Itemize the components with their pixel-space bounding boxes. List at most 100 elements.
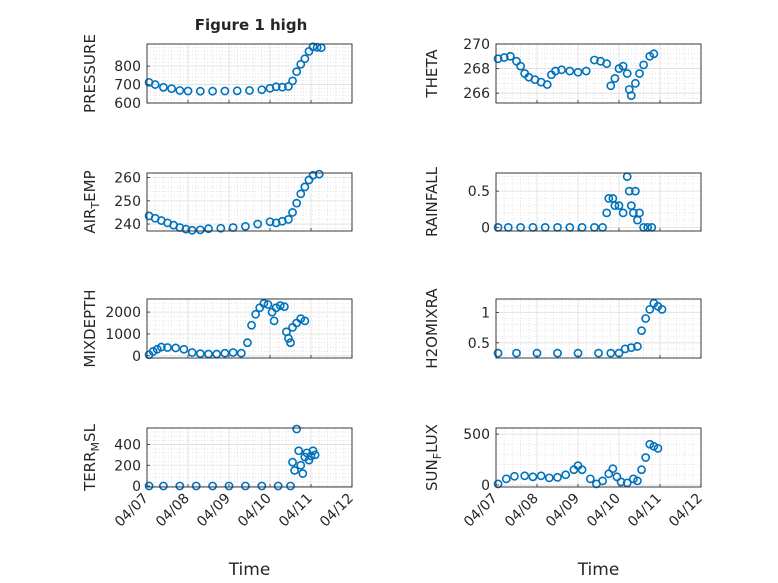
subplot-5: 0 1000 2000 MIXDEPTH <box>81 289 353 368</box>
data-point <box>624 186 634 196</box>
data-point <box>265 217 275 227</box>
data-point <box>304 455 314 465</box>
data-point <box>542 80 552 89</box>
y-tick-label: 500 <box>463 427 490 443</box>
panel-7-series <box>144 424 320 491</box>
data-point <box>657 304 667 314</box>
panel-2-series <box>493 49 659 101</box>
y-tick-label: 270 <box>463 37 490 53</box>
data-point <box>292 198 302 208</box>
data-point <box>581 66 591 76</box>
data-point <box>618 61 628 71</box>
data-point <box>156 342 166 352</box>
data-point <box>150 80 160 89</box>
data-point <box>505 51 515 61</box>
data-point <box>298 469 308 478</box>
panel-4-ylabel: RAINFALL <box>423 166 441 237</box>
panel-3-background <box>147 173 352 231</box>
data-point <box>604 193 614 203</box>
subplot-3: 240 250 260 AIRTEMP <box>81 169 353 235</box>
figure-title: Figure 1 high <box>195 16 308 34</box>
data-point <box>608 464 618 474</box>
data-point <box>314 169 324 179</box>
data-point <box>251 309 261 319</box>
data-point <box>245 86 254 95</box>
data-point <box>551 66 560 76</box>
data-point <box>181 224 191 234</box>
subplot-8: 0 500 SUNFLUX 04/07 04/08 04/09 04/10 04/11 04/1… <box>423 424 706 580</box>
data-point <box>628 208 638 218</box>
data-point <box>284 82 293 91</box>
data-point <box>653 443 663 453</box>
data-point <box>175 86 185 95</box>
panel-4-axes-box <box>495 172 702 232</box>
data-point <box>273 481 283 491</box>
subplot-7: 0 200 400 TERRMSL 04/07 04/08 04/09 04/10 04/11 0… <box>81 423 357 580</box>
y-tick-label: 250 <box>114 194 141 210</box>
panel-2-axes-box <box>495 43 702 104</box>
data-point <box>279 302 289 312</box>
data-point <box>175 481 185 491</box>
data-point <box>208 481 217 491</box>
data-point <box>637 326 646 336</box>
data-point <box>292 67 302 77</box>
data-point <box>614 201 624 211</box>
data-point <box>639 60 648 70</box>
data-point <box>253 219 263 229</box>
data-point <box>602 208 612 218</box>
data-point <box>606 348 616 358</box>
data-point <box>220 348 230 358</box>
panel-3-series <box>144 169 324 235</box>
data-point <box>284 333 293 343</box>
data-point <box>187 348 197 357</box>
data-point <box>191 481 201 491</box>
data-point <box>626 91 636 101</box>
data-point <box>641 453 651 462</box>
y-tick-label: 260 <box>114 171 141 187</box>
panel-8-axes-box <box>495 427 702 488</box>
data-point <box>641 314 651 323</box>
data-point <box>275 301 285 310</box>
y-tick-label: 2000 <box>105 305 141 321</box>
data-point <box>565 66 575 76</box>
data-point <box>598 476 607 486</box>
data-point <box>553 348 562 358</box>
data-point <box>493 54 503 64</box>
data-point <box>271 82 281 92</box>
data-point <box>257 85 267 95</box>
panel-8-grid <box>495 428 702 487</box>
data-point <box>573 348 583 358</box>
data-point <box>288 76 297 86</box>
data-point <box>240 221 250 231</box>
data-point <box>179 344 189 354</box>
data-point <box>296 59 306 69</box>
panel-5-series <box>144 298 310 360</box>
panel-8-background <box>496 428 701 487</box>
panel-5-axes-box <box>146 298 353 359</box>
x-tick-label: 04/07 <box>461 491 501 531</box>
data-point <box>493 348 503 358</box>
data-point <box>243 338 252 348</box>
data-point <box>631 78 640 88</box>
data-point <box>269 316 279 326</box>
data-point <box>187 225 197 235</box>
data-point <box>553 472 562 482</box>
data-point <box>631 186 640 196</box>
y-tick-label: 0 <box>132 479 141 495</box>
subplot-1: 600 700 800 PRESSURE <box>81 34 353 113</box>
panel-6-background <box>496 299 701 358</box>
data-point <box>263 300 273 309</box>
x-tick-label: 04/10 <box>584 491 624 531</box>
panel-1-axes-box <box>146 43 353 104</box>
data-point <box>288 208 297 217</box>
data-point <box>277 82 287 92</box>
data-point <box>602 59 612 69</box>
panel-7-ylabel: TERRMSL <box>81 423 102 492</box>
data-point <box>300 316 310 326</box>
data-point <box>590 55 599 65</box>
y-tick-label: 1000 <box>105 327 141 343</box>
data-point <box>594 348 603 358</box>
panel-8-ylabel: SUNFLUX <box>423 424 444 491</box>
data-point <box>516 61 525 71</box>
